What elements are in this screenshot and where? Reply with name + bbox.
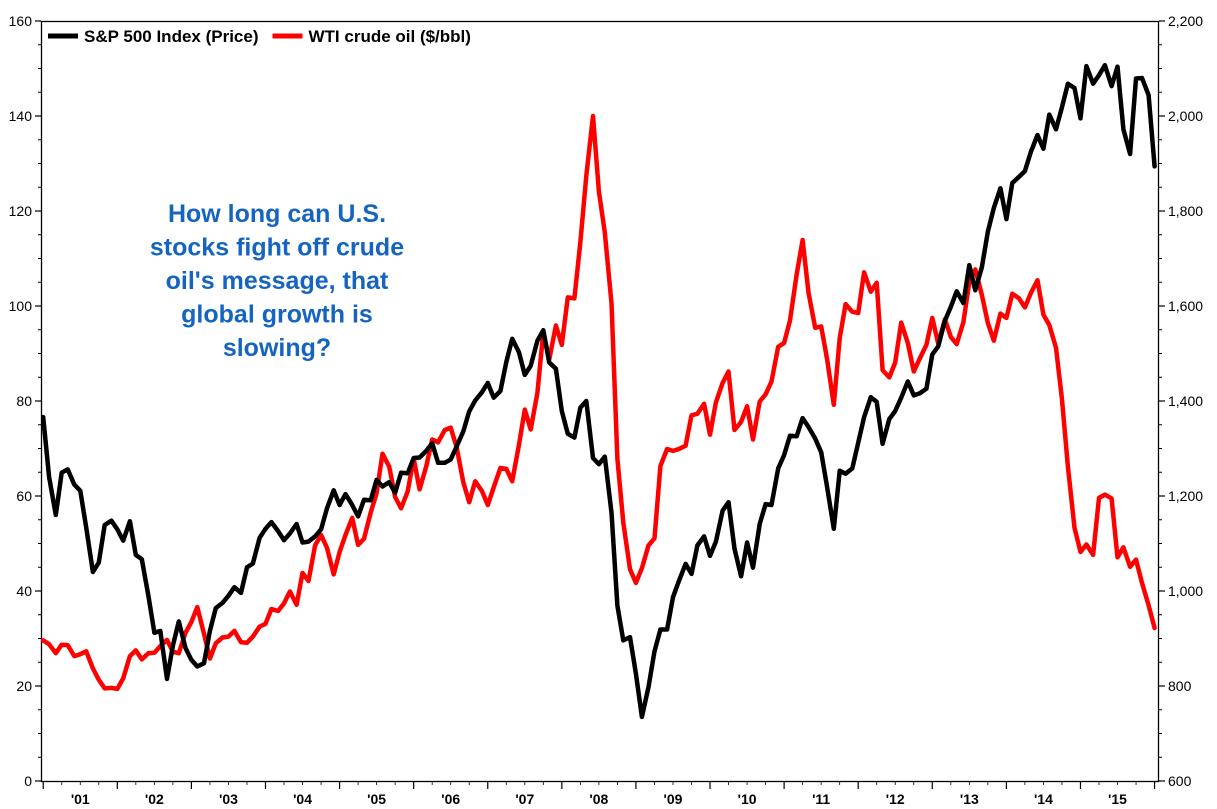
plot-frame: [40, 20, 1160, 783]
x-tick-label: '06: [441, 791, 460, 807]
legend-label: S&P 500 Index (Price): [84, 27, 259, 46]
x-tick-label: '13: [960, 791, 979, 807]
x-axis: '01 '02 '03 '04 '05 '06 '07 '08 '09 '10 '11 '12 '13 '…: [42, 781, 1156, 807]
x-tick-label: '14: [1034, 791, 1053, 807]
left-tick-label: 140: [9, 108, 33, 124]
x-tick-label: '04: [293, 791, 312, 807]
annotation-line: slowing?: [223, 334, 331, 362]
right-tick-label: 2,000: [1168, 108, 1203, 124]
annotation-line: stocks fight off crude: [150, 234, 404, 262]
legend: S&P 500 Index (Price) WTI crude oil ($/bb…: [48, 27, 471, 46]
annotation-line: oil's message, that: [166, 267, 389, 295]
left-tick-label: 80: [16, 393, 32, 409]
right-tick-label: 1,000: [1168, 583, 1203, 599]
x-tick-label: '05: [367, 791, 386, 807]
wti-oil-line: [40, 113, 1157, 692]
left-tick-label: 120: [9, 203, 33, 219]
right-tick-label: 1,200: [1168, 488, 1203, 504]
left-tick-label: 60: [16, 488, 32, 504]
left-axis: 0 20 40 60 80 100 120 140 160: [9, 13, 41, 789]
x-tick-label: '07: [515, 791, 534, 807]
x-tick-label: '03: [219, 791, 238, 807]
right-tick-label: 600: [1168, 773, 1192, 789]
right-tick-label: 800: [1168, 678, 1192, 694]
legend-label: WTI crude oil ($/bbl): [309, 27, 471, 46]
right-tick-label: 2,200: [1168, 13, 1203, 29]
right-tick-label: 1,600: [1168, 298, 1203, 314]
x-tick-label: '09: [664, 791, 683, 807]
sp500-line: [40, 62, 1157, 720]
left-tick-label: 100: [9, 298, 33, 314]
x-tick-label: '08: [589, 791, 608, 807]
x-tick-label: '02: [145, 791, 164, 807]
series-lines: [40, 62, 1157, 720]
annotation-text: How long can U.S. stocks fight off crude o…: [150, 200, 404, 362]
left-tick-label: 0: [24, 773, 32, 789]
annotation-line: global growth is: [181, 301, 373, 329]
x-tick-label: '12: [886, 791, 905, 807]
left-tick-label: 160: [9, 13, 33, 29]
right-tick-label: 1,400: [1168, 393, 1203, 409]
x-tick-label: '10: [738, 791, 757, 807]
x-tick-label: '01: [71, 791, 90, 807]
right-axis: 600 800 1,000 1,200 1,400 1,600 1,800 2,000 2,20…: [1159, 13, 1203, 789]
x-tick-label: '15: [1108, 791, 1127, 807]
left-tick-label: 40: [16, 583, 32, 599]
left-tick-label: 20: [16, 678, 32, 694]
annotation-line: How long can U.S.: [168, 200, 386, 228]
right-tick-label: 1,800: [1168, 203, 1203, 219]
x-tick-label: '11: [812, 791, 830, 807]
